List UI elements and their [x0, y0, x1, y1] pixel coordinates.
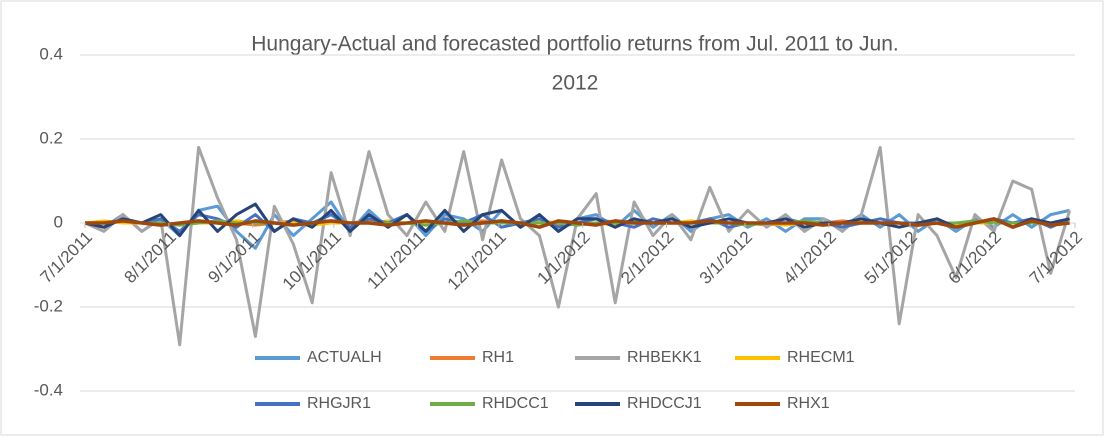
- legend-label: ACTUALH: [307, 349, 382, 366]
- y-tick-label: -0.2: [34, 296, 63, 315]
- y-tick-label: 0: [54, 212, 63, 231]
- chart-title: Hungary-Actual and forecasted portfolio …: [251, 33, 898, 56]
- legend-label: RHDCC1: [482, 395, 549, 412]
- y-tick-label: 0.4: [39, 44, 63, 63]
- series-line: [84, 202, 1070, 238]
- y-tick-label: 0.2: [39, 128, 63, 147]
- y-tick-label: -0.4: [34, 380, 63, 399]
- legend-label: RHBEKK1: [627, 349, 702, 366]
- series-line: [85, 217, 1070, 229]
- chart-title: 2012: [552, 72, 599, 95]
- legend-label: RH1: [482, 349, 514, 366]
- legend-label: RHGJR1: [307, 395, 371, 412]
- legend-label: RHX1: [787, 395, 830, 412]
- legend-label: RHDCCJ1: [627, 395, 702, 412]
- legend-label: RHECM1: [787, 349, 855, 366]
